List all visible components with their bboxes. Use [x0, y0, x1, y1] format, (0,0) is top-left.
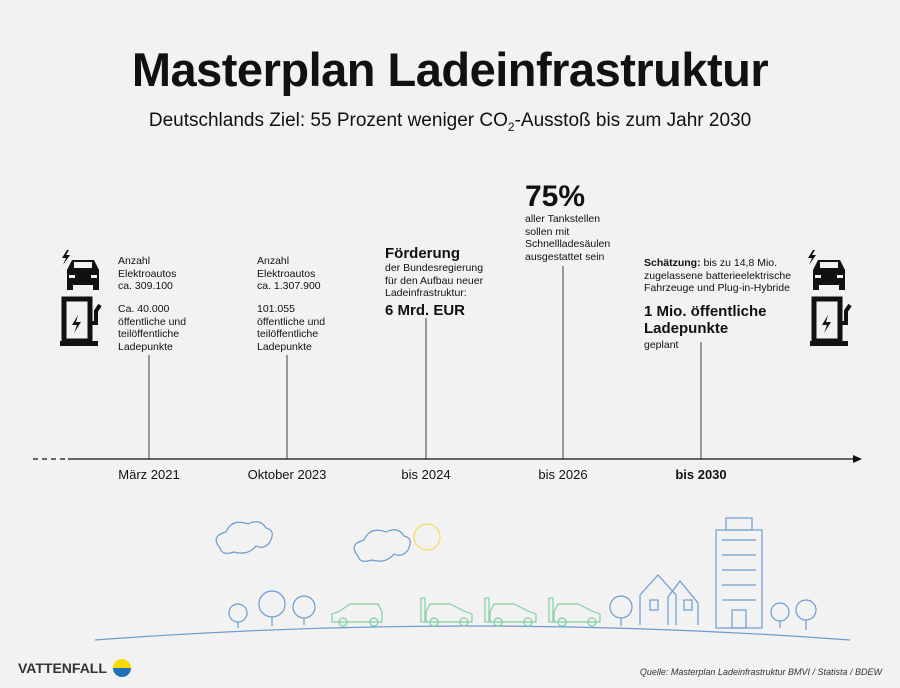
source-note: Quelle: Masterplan Ladeinfrastruktur BMV… [639, 667, 882, 677]
cloud [353, 529, 411, 562]
subtitle: Deutschlands Ziel: 55 Prozent weniger CO… [0, 110, 900, 134]
text-line: Elektroautos [118, 267, 177, 280]
october-2023-charging-points: 101.055 öffentliche und teilöffentliche … [257, 303, 325, 353]
date-label: bis 2026 [538, 467, 588, 482]
text-line: Anzahl [257, 255, 290, 267]
fast-charging-percent: 75% [525, 180, 586, 213]
text-line: teilöffentliche [257, 328, 319, 340]
text-line: aller Tankstellen [525, 213, 601, 225]
text-line: ca. 309.100 [118, 280, 173, 292]
text-line: ausgestattet sein [525, 250, 605, 263]
text-line: öffentliche und [257, 315, 326, 328]
october-2023-cars: Anzahl Elektroautos ca. 1.307.900 [257, 255, 321, 293]
text-line: zugelassene batterieelektrische [644, 269, 792, 282]
text-line: Schnellladesäulen [525, 238, 611, 250]
date-label: März 2021 [118, 467, 180, 482]
cars [331, 597, 601, 627]
charging-target: 1 Mio. öffentliche [644, 302, 767, 320]
funding-value: 6 Mrd. EUR [385, 301, 466, 319]
planned-note: geplant [644, 338, 679, 351]
charging-target: Ladepunkte [644, 319, 729, 337]
date-label: bis 2024 [401, 467, 451, 482]
funding-heading: Förderung [385, 245, 460, 262]
text-line: öffentliche und [118, 315, 187, 328]
landscape-illustration [94, 517, 851, 641]
march-2021-cars: Anzahl Elektroautos ca. 309.100 [118, 255, 176, 293]
ground-line [94, 625, 851, 641]
text-line: 101.055 [257, 303, 295, 315]
page-title: Masterplan Ladeinfrastruktur [131, 43, 769, 96]
vattenfall-logo: VATTENFALL [18, 660, 107, 676]
text-line: ca. 1.307.900 [257, 280, 321, 292]
text-line: sollen mit [525, 225, 570, 238]
text-line: Ladepunkte [118, 340, 173, 353]
text-line: teilöffentliche [118, 328, 180, 340]
subtitle-text: Deutschlands Ziel: 55 Prozent weniger CO [148, 110, 508, 131]
houses [639, 517, 763, 629]
electric-car-icon [808, 250, 845, 290]
subtitle-subscript: 2 [507, 119, 515, 134]
electric-car-icon [62, 250, 99, 290]
text-line: Ca. 40.000 [118, 303, 170, 315]
2030-block: Schätzung: bis zu 14,8 Mio. zugelassene … [644, 257, 791, 351]
march-2021-charging-points: Ca. 40.000 öffentliche und teilöffentlic… [118, 303, 186, 353]
funding-block: Förderung der Bundesregierung für den Au… [385, 245, 483, 319]
text-line: Elektroautos [257, 267, 316, 280]
text-line: Fahrzeuge und Plug-in-Hybride [644, 282, 790, 294]
date-label: bis 2030 [675, 467, 727, 482]
estimate-value: bis zu 14,8 Mio. [700, 257, 778, 269]
cloud [215, 521, 273, 554]
text-line: Ladeinfrastruktur: [385, 287, 467, 299]
text-line: für den Aufbau neuer [385, 274, 484, 287]
fast-charging-block: 75% aller Tankstellen sollen mit Schnell… [525, 181, 610, 263]
vattenfall-logo-mark [113, 659, 131, 677]
text-line: Anzahl [118, 255, 151, 267]
text-line: der Bundesregierung [385, 262, 484, 274]
date-label: Oktober 2023 [247, 467, 327, 482]
estimate-label: Schätzung: [644, 257, 701, 269]
charging-station-icon [810, 296, 852, 346]
text-line: Ladepunkte [257, 340, 312, 353]
timeline-axis [33, 455, 862, 463]
trees [228, 590, 817, 630]
timeline-stems [148, 266, 702, 459]
subtitle-text-end: -Ausstoß bis zum Jahr 2030 [514, 110, 752, 131]
sun [413, 523, 441, 551]
charging-station-icon [60, 296, 102, 346]
